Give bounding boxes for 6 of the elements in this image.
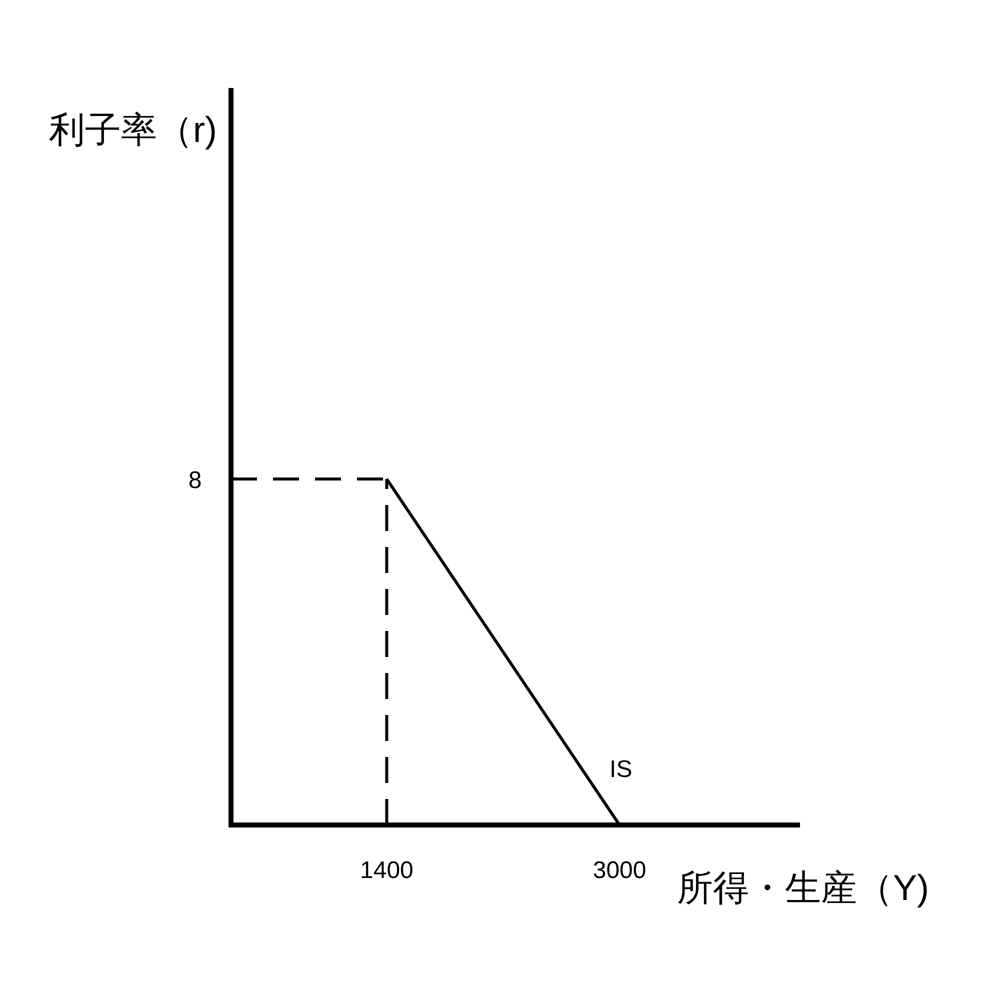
- x-tick-label: 1400: [360, 857, 414, 884]
- text: 8: [188, 466, 202, 494]
- x-tick-label: 3000: [592, 857, 646, 884]
- text: 利子率（r): [49, 109, 217, 150]
- x-axis-title: 所得・生産（Y): [677, 867, 929, 908]
- series-label: IS: [610, 756, 632, 783]
